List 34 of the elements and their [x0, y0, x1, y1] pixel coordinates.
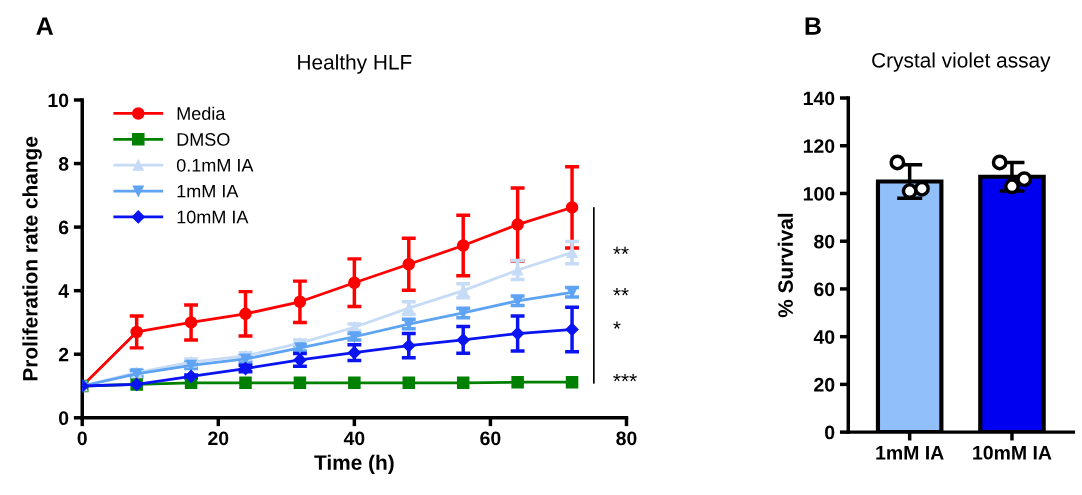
y-tick-label: 140	[803, 91, 835, 106]
y-tick-label: 80	[814, 234, 835, 249]
y-tick-label: 40	[813, 330, 835, 344]
x-tick-label: 0	[77, 431, 87, 446]
y-tick-label: 10	[48, 93, 69, 108]
y-tick-label: 6	[58, 220, 69, 235]
y-tick-label: 20	[814, 377, 835, 392]
annotation: ***	[613, 373, 637, 382]
x-tick-label: 20	[208, 431, 229, 446]
x-tick-label: 60	[480, 431, 501, 446]
chart-title: Healthy HLF	[298, 54, 412, 74]
x-tick-label: 80	[616, 431, 637, 446]
y-tick-label: 8	[58, 157, 69, 171]
y-tick-label: 100	[803, 186, 835, 201]
legend-label: 0.1mM IA	[176, 158, 254, 172]
chart-title: Crystal violet assay	[872, 52, 1051, 72]
y-tick-label: 60	[814, 282, 835, 297]
legend-label: 1mM IA	[177, 184, 239, 198]
x-tick-label: 40	[343, 431, 365, 446]
text: A	[36, 17, 54, 35]
x-axis-title: Time (h)	[314, 454, 394, 475]
annotation: **	[613, 246, 629, 255]
y-tick-label: 2	[58, 347, 69, 362]
y-axis-title: Proliferation rate change	[22, 136, 42, 381]
legend-label: Media	[177, 106, 226, 120]
text: B	[805, 17, 821, 35]
legend-label: 10mM IA	[177, 210, 249, 224]
annotation: *	[613, 321, 621, 329]
legend-label: DMSO	[177, 133, 230, 146]
y-axis-title: % Survival	[777, 213, 793, 318]
y-tick-label: 120	[803, 139, 835, 153]
annotation: **	[613, 288, 629, 296]
y-tick-label: 4	[58, 284, 69, 298]
y-tick-label: 0	[58, 411, 69, 426]
